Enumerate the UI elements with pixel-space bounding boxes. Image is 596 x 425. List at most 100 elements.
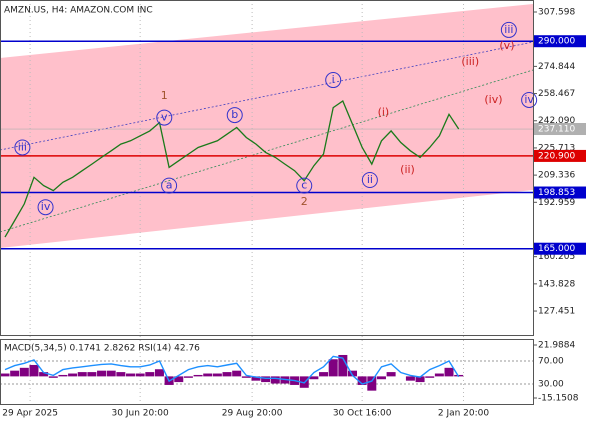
level-label: 198.853 bbox=[538, 188, 575, 198]
level-label: 290.000 bbox=[538, 37, 575, 47]
x-tick-label: 29 Apr 2025 bbox=[2, 409, 58, 419]
macd-bar bbox=[116, 372, 126, 377]
chart-title: AMZN.US, H4: AMAZON.COM INC bbox=[4, 6, 153, 16]
macd-bar bbox=[348, 370, 358, 377]
rsi-line bbox=[4, 355, 460, 385]
macd-bar bbox=[58, 374, 68, 377]
wave-circle bbox=[14, 139, 31, 156]
macd-bar bbox=[145, 372, 155, 377]
wave-label: ii bbox=[367, 173, 373, 186]
wave-label: c bbox=[301, 179, 307, 192]
wave-label: iv bbox=[524, 93, 534, 106]
rsi-tick-label: 30.00 bbox=[538, 380, 564, 390]
y-tick-label: 258.467 bbox=[538, 89, 575, 99]
wave-label: (ii) bbox=[400, 163, 415, 176]
y-tick-label: 307.598 bbox=[538, 8, 575, 18]
wave-label: i bbox=[332, 73, 335, 86]
y-tick-label: 143.828 bbox=[538, 279, 575, 289]
indicator-label: MACD(5,34,5) 0.1741 2.8262 RSI(14) 42.76 bbox=[4, 344, 200, 354]
wave-circle bbox=[521, 91, 538, 108]
wave-label: iv bbox=[41, 200, 51, 213]
trend-line bbox=[0, 69, 534, 233]
macd-bar bbox=[444, 367, 454, 377]
wave-circle bbox=[161, 177, 178, 194]
wave-circle bbox=[361, 171, 378, 188]
macd-bar bbox=[309, 376, 319, 380]
macd-bar bbox=[97, 370, 107, 377]
macd-bar bbox=[174, 376, 184, 383]
wave-circle bbox=[156, 109, 173, 126]
wave-label: (iii) bbox=[461, 55, 479, 68]
wave-label: 1 bbox=[161, 89, 168, 102]
macd-tick-label: -15.1508 bbox=[538, 394, 579, 404]
level-box bbox=[534, 242, 586, 255]
macd-bar bbox=[154, 369, 164, 377]
rsi-tick-label: 70.00 bbox=[538, 357, 564, 367]
current-box bbox=[534, 123, 586, 136]
macd-bar bbox=[222, 372, 232, 377]
y-tick-label: 160.205 bbox=[538, 252, 575, 262]
macd-bar bbox=[338, 354, 348, 377]
wave-label: b bbox=[231, 108, 238, 121]
macd-bar bbox=[0, 373, 10, 377]
macd-bar bbox=[251, 376, 261, 381]
indicator-frame bbox=[0, 339, 534, 405]
macd-tick-label: 21.9884 bbox=[538, 341, 575, 351]
plot: 307.598 274.844 258.467 242.090 225.713 209.3… bbox=[0, 0, 586, 419]
y-tick-label: 192.959 bbox=[538, 198, 575, 208]
wave-label: (iv) bbox=[484, 93, 502, 106]
level-box bbox=[534, 149, 586, 162]
level-label: 220.900 bbox=[538, 151, 575, 161]
macd-bar bbox=[261, 376, 271, 383]
macd-bar bbox=[386, 372, 396, 377]
x-tick-label: 29 Aug 20:00 bbox=[222, 409, 283, 419]
trend-line bbox=[0, 41, 534, 151]
macd-bar bbox=[10, 370, 20, 377]
macd-bar bbox=[319, 372, 329, 377]
macd-bar bbox=[193, 374, 203, 377]
macd-bar bbox=[135, 373, 145, 377]
macd-bar bbox=[77, 372, 87, 377]
macd-bar bbox=[68, 373, 78, 377]
current-label: 237.110 bbox=[538, 125, 575, 135]
plot-frame bbox=[0, 0, 534, 336]
macd-bar bbox=[232, 370, 242, 377]
wave-circle bbox=[226, 107, 243, 124]
macd-bar bbox=[87, 372, 97, 377]
wave-label: (i) bbox=[378, 106, 390, 119]
wave-label: v bbox=[161, 111, 168, 124]
x-tick-label: 30 Jun 20:00 bbox=[112, 409, 169, 419]
wave-label: iii bbox=[18, 140, 27, 153]
x-tick-label: 30 Oct 16:00 bbox=[333, 409, 392, 419]
y-tick-label: 242.090 bbox=[538, 116, 575, 126]
channel bbox=[0, 4, 533, 248]
macd-bar bbox=[425, 376, 435, 378]
wave-circle bbox=[325, 72, 342, 89]
wave-circle bbox=[500, 21, 517, 38]
macd-bar bbox=[125, 373, 135, 377]
wave-label: (v) bbox=[499, 39, 514, 52]
macd-bar bbox=[270, 376, 280, 384]
macd-bar bbox=[48, 376, 58, 378]
level-label: 165.000 bbox=[538, 244, 575, 254]
macd-bar bbox=[405, 376, 415, 381]
wave-label: a bbox=[166, 179, 173, 192]
y-tick-label: 127.451 bbox=[538, 307, 575, 317]
level-box bbox=[534, 35, 586, 48]
y-tick-label: 209.336 bbox=[538, 171, 575, 181]
macd-bar bbox=[328, 359, 338, 377]
level-box bbox=[534, 186, 586, 199]
macd-bar bbox=[39, 372, 49, 377]
y-tick-label: 225.713 bbox=[538, 143, 575, 153]
macd-bar bbox=[415, 376, 425, 383]
macd-bar bbox=[376, 376, 386, 380]
price-line bbox=[4, 100, 460, 238]
macd-bar bbox=[357, 376, 367, 385]
macd-bar bbox=[203, 373, 213, 377]
wave-label: iii bbox=[504, 23, 513, 36]
macd-bar bbox=[29, 364, 39, 377]
wave-label: 2 bbox=[301, 195, 308, 208]
macd-bar bbox=[434, 373, 444, 377]
